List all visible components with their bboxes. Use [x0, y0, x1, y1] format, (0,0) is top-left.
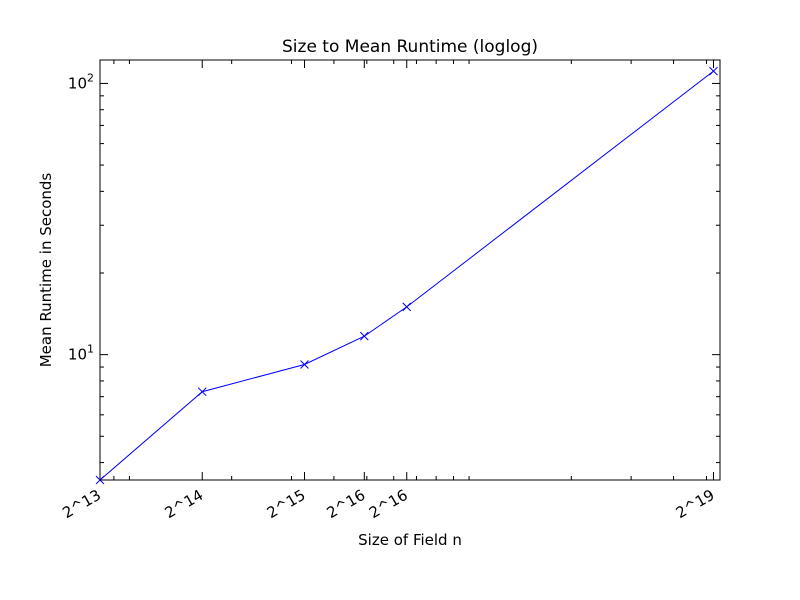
y-axis-label: Mean Runtime in Seconds	[37, 173, 55, 368]
series-layer	[95, 66, 718, 485]
marker-stroke	[402, 302, 412, 312]
data-point-marker	[402, 302, 412, 312]
y-tick-label: 101	[68, 343, 94, 364]
plot-frame	[99, 59, 721, 481]
minor-ticks	[100, 60, 720, 480]
major-ticks	[99, 60, 720, 480]
data-point-marker	[300, 360, 309, 369]
marker-stroke	[197, 387, 207, 397]
y-tick-label: 102	[68, 71, 94, 92]
data-point-marker	[197, 387, 207, 397]
x-axis-label: Size of Field n	[358, 531, 462, 549]
data-point-marker	[359, 331, 369, 341]
marker-stroke	[359, 331, 369, 341]
data-point-marker	[709, 66, 718, 76]
marker-stroke	[300, 360, 309, 369]
series-line	[99, 70, 714, 481]
y-tick-labels: 101 102	[68, 71, 94, 363]
chart-title: Size to Mean Runtime (loglog)	[282, 37, 538, 57]
marker-stroke	[709, 66, 718, 76]
